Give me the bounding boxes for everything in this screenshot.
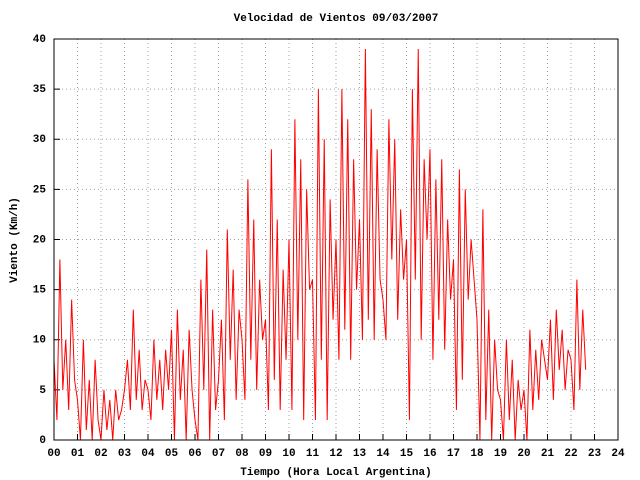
x-tick-label: 12: [329, 448, 342, 460]
y-tick-label: 40: [33, 34, 46, 46]
y-tick-label: 35: [33, 84, 47, 96]
x-tick-label: 13: [353, 448, 367, 460]
x-tick-label: 08: [235, 448, 249, 460]
x-tick-label: 24: [611, 448, 625, 460]
x-tick-label: 17: [447, 448, 460, 460]
x-tick-label: 10: [282, 448, 295, 460]
x-tick-label: 06: [188, 448, 201, 460]
x-tick-label: 07: [212, 448, 225, 460]
y-tick-label: 20: [33, 234, 46, 246]
x-axis-label: Tiempo (Hora Local Argentina): [240, 467, 431, 479]
y-tick-label: 30: [33, 134, 46, 146]
x-tick-label: 14: [376, 448, 390, 460]
x-tick-label: 01: [71, 448, 85, 460]
x-tick-label: 22: [564, 448, 577, 460]
x-tick-label: 20: [517, 448, 530, 460]
x-tick-label: 11: [306, 448, 320, 460]
x-tick-label: 04: [141, 448, 155, 460]
x-tick-label: 00: [47, 448, 60, 460]
chart-title: Velocidad de Vientos 09/03/2007: [234, 13, 439, 25]
y-tick-label: 0: [39, 435, 46, 447]
x-tick-label: 21: [541, 448, 555, 460]
x-tick-label: 15: [400, 448, 414, 460]
x-tick-label: 19: [494, 448, 507, 460]
y-axis-label: Viento (Km/h): [9, 197, 21, 283]
x-tick-label: 02: [94, 448, 107, 460]
x-tick-label: 16: [423, 448, 436, 460]
y-tick-label: 25: [33, 184, 47, 196]
y-tick-label: 5: [39, 385, 46, 397]
x-tick-label: 09: [259, 448, 272, 460]
x-tick-label: 05: [165, 448, 179, 460]
plot-frame: [53, 38, 619, 441]
x-tick-label: 03: [118, 448, 132, 460]
y-tick-label: 10: [33, 335, 46, 347]
y-tick-label: 15: [33, 285, 47, 297]
wind-line: [53, 49, 587, 441]
x-tick-label: 23: [588, 448, 602, 460]
x-tick-label: 18: [470, 448, 484, 460]
